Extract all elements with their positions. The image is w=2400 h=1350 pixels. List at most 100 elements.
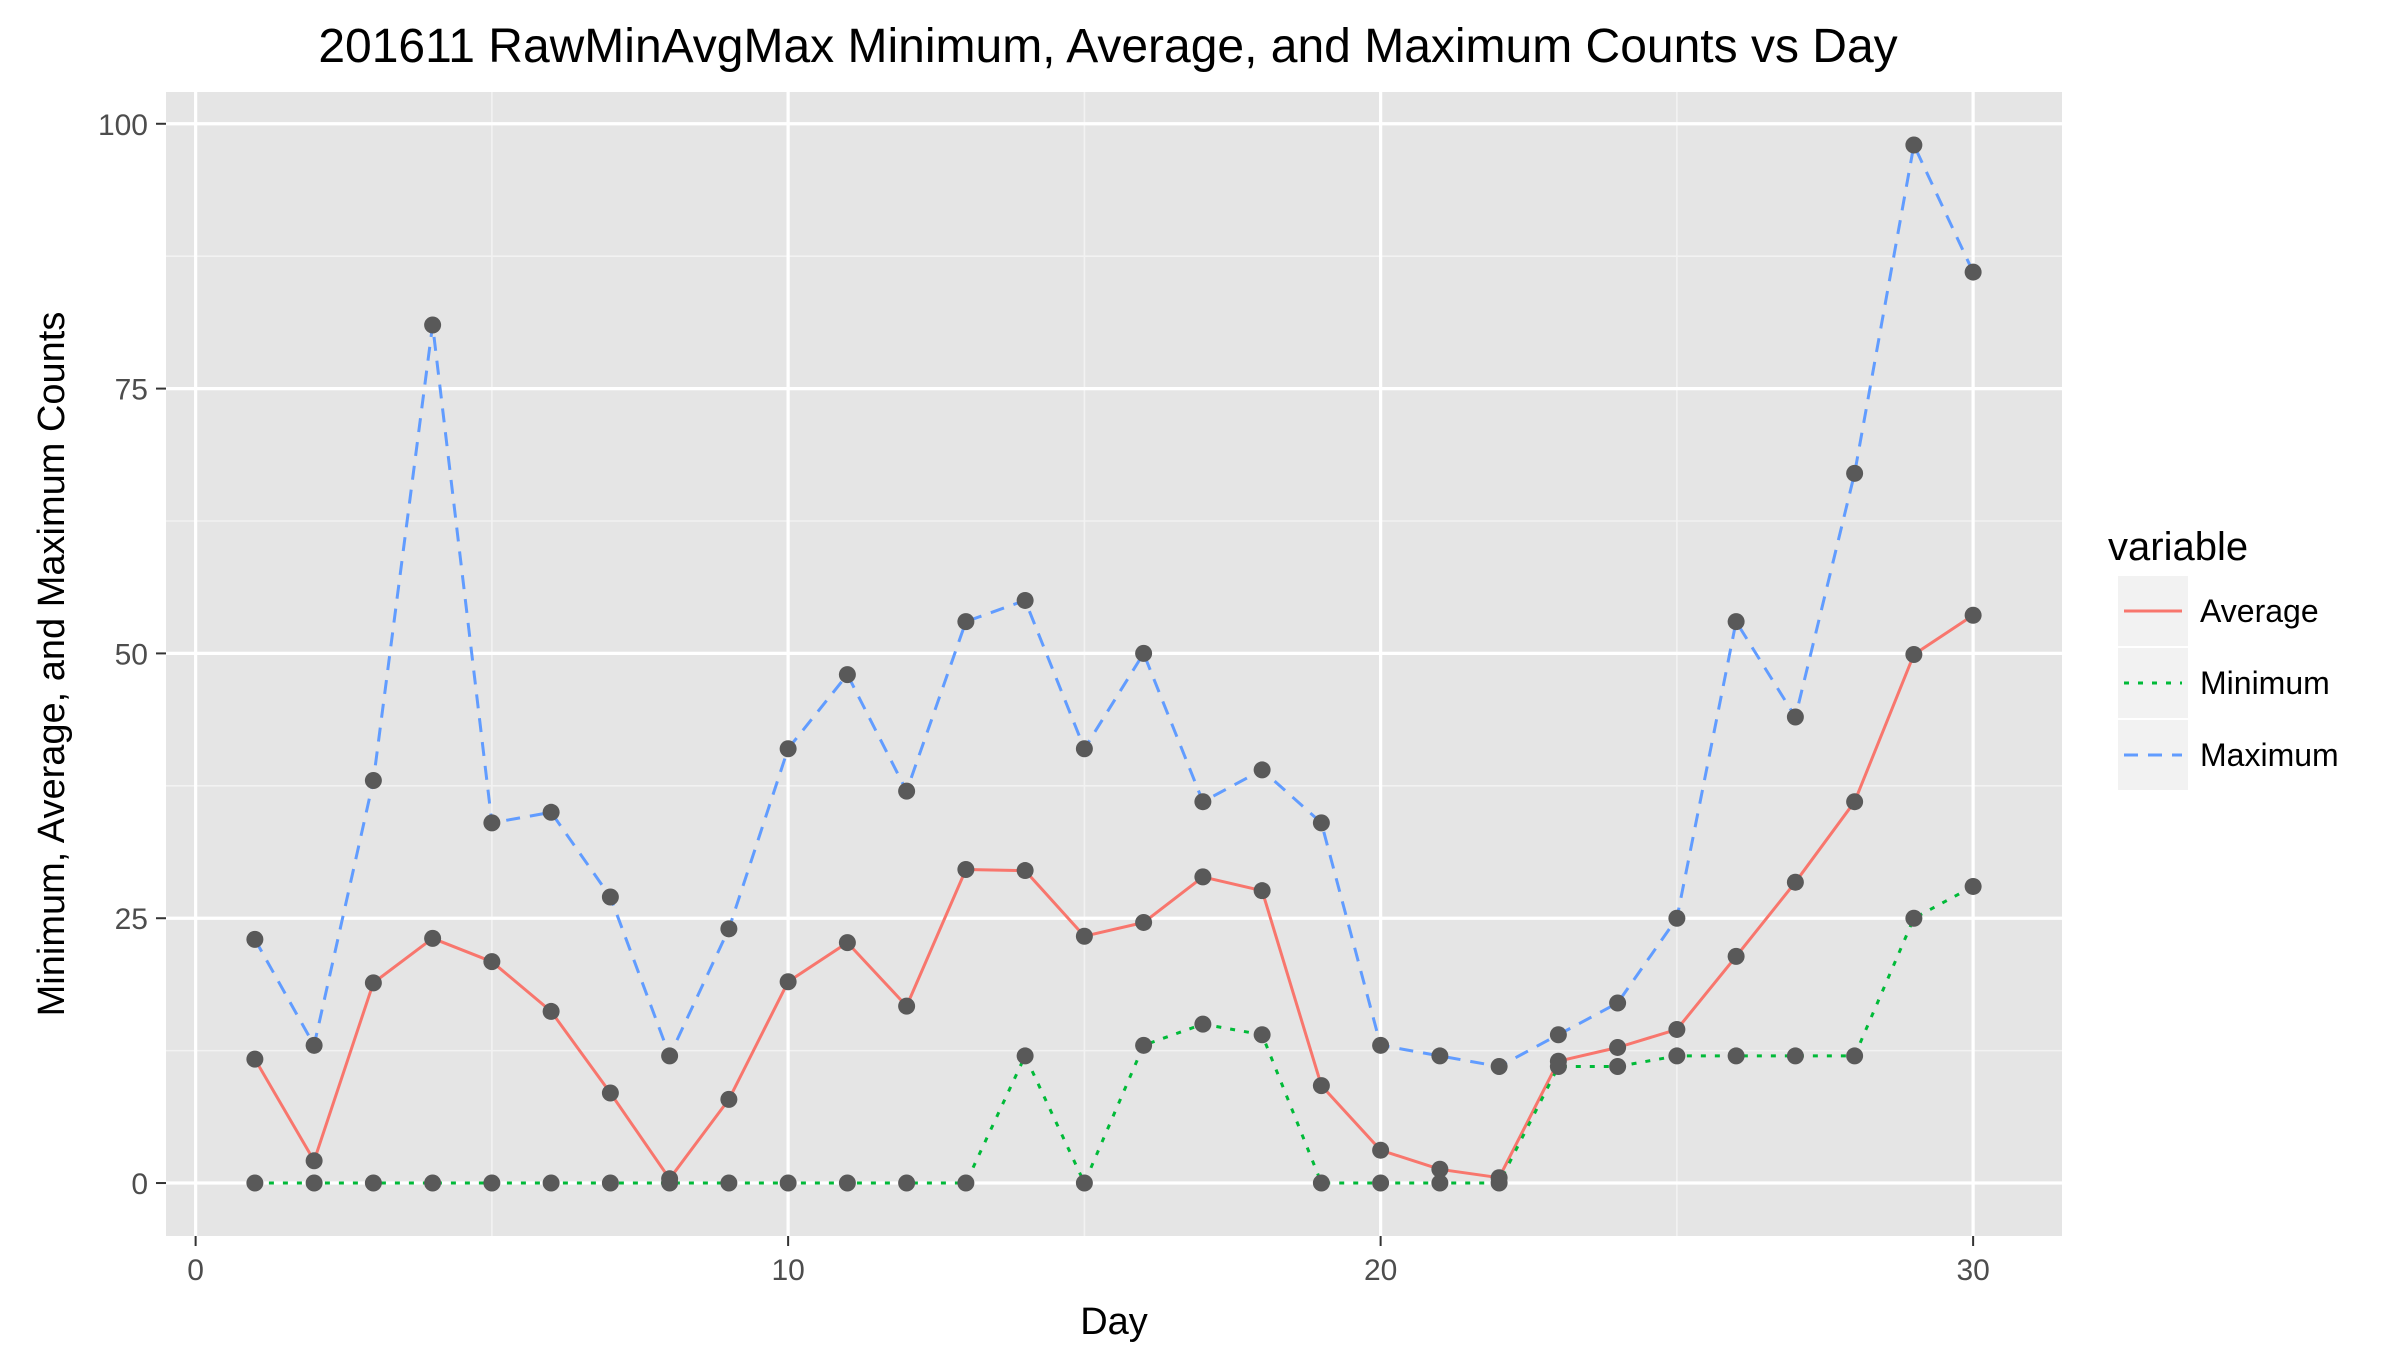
data-point-maximum: [1549, 1026, 1567, 1044]
data-point-maximum: [1431, 1047, 1449, 1065]
data-point-minimum: [1135, 1036, 1153, 1054]
data-point-minimum: [1372, 1174, 1390, 1192]
data-point-minimum: [661, 1174, 679, 1192]
data-point-maximum: [364, 772, 382, 790]
x-axis-title: Day: [1080, 1301, 1148, 1343]
data-point-minimum: [542, 1174, 560, 1192]
data-point-minimum: [1431, 1174, 1449, 1192]
plot-panel: [166, 92, 2062, 1236]
data-point-average: [1372, 1141, 1390, 1159]
data-point-maximum: [483, 814, 501, 832]
data-point-minimum: [483, 1174, 501, 1192]
y-axis-title: Minimum, Average, and Maximum Counts: [31, 312, 73, 1017]
data-point-average: [957, 860, 975, 878]
data-point-maximum: [957, 613, 975, 631]
legend-label-minimum: Minimum: [2200, 665, 2330, 701]
data-point-maximum: [1253, 761, 1271, 779]
data-point-average: [1727, 947, 1745, 965]
x-tick-label: 10: [771, 1254, 804, 1287]
data-point-minimum: [779, 1174, 797, 1192]
series-line-maximum: [253, 143, 1975, 1068]
data-point-minimum: [601, 1174, 619, 1192]
data-point-minimum: [1312, 1174, 1330, 1192]
data-point-average: [1668, 1020, 1686, 1038]
data-point-minimum: [305, 1174, 323, 1192]
data-point-average: [483, 953, 501, 971]
data-point-average: [542, 1002, 560, 1020]
legend: variable Average Minimum Maximum: [2108, 525, 2339, 790]
data-point-average: [305, 1152, 323, 1170]
data-point-maximum: [898, 782, 916, 800]
data-point-maximum: [1372, 1036, 1390, 1054]
y-tick-label: 50: [115, 638, 148, 671]
data-point-maximum: [424, 316, 442, 334]
chart-title: 201611 RawMinAvgMax Minimum, Average, an…: [318, 20, 1897, 73]
data-point-minimum: [1668, 1047, 1686, 1065]
data-point-average: [1431, 1160, 1449, 1178]
data-point-maximum: [1964, 263, 1982, 281]
data-point-minimum: [1194, 1015, 1212, 1033]
data-point-maximum: [1846, 464, 1864, 482]
data-point-minimum: [1905, 909, 1923, 927]
y-tick-label: 100: [98, 109, 148, 142]
data-point-minimum: [1964, 877, 1982, 895]
minor-gridlines: [166, 92, 2062, 1236]
data-point-average: [1312, 1077, 1330, 1095]
y-tick-label: 0: [131, 1168, 148, 1201]
data-point-average: [246, 1050, 264, 1068]
series-line-minimum: [254, 885, 1974, 1185]
data-point-average: [1135, 913, 1153, 931]
data-points: [246, 136, 1982, 1192]
data-point-average: [720, 1090, 738, 1108]
data-point-maximum: [1490, 1058, 1508, 1076]
x-tick-label: 30: [1956, 1254, 1989, 1287]
data-point-minimum: [1253, 1026, 1271, 1044]
data-point-average: [898, 997, 916, 1015]
data-point-minimum: [957, 1174, 975, 1192]
data-point-minimum: [1490, 1174, 1508, 1192]
data-point-minimum: [1075, 1174, 1093, 1192]
data-point-maximum: [1075, 740, 1093, 758]
y-axis: 0 25 50 75 100: [98, 109, 166, 1201]
series-line-average: [253, 614, 1974, 1181]
data-point-maximum: [305, 1036, 323, 1054]
data-point-average: [424, 929, 442, 947]
x-tick-label: 0: [187, 1254, 204, 1287]
data-point-maximum: [601, 888, 619, 906]
data-point-average: [838, 934, 856, 952]
data-point-average: [1786, 873, 1804, 891]
legend-title: variable: [2108, 525, 2248, 569]
data-point-maximum: [1727, 613, 1745, 631]
legend-label-average: Average: [2200, 593, 2319, 629]
data-point-minimum: [1016, 1047, 1034, 1065]
data-point-maximum: [1609, 994, 1627, 1012]
data-point-minimum: [1609, 1058, 1627, 1076]
data-point-maximum: [661, 1047, 679, 1065]
data-point-average: [364, 974, 382, 992]
legend-label-maximum: Maximum: [2200, 737, 2339, 773]
data-point-maximum: [1786, 708, 1804, 726]
data-point-average: [1194, 868, 1212, 886]
data-point-maximum: [779, 740, 797, 758]
data-point-average: [1016, 862, 1034, 880]
data-point-maximum: [1135, 644, 1153, 662]
x-tick-label: 20: [1364, 1254, 1397, 1287]
data-point-maximum: [542, 803, 560, 821]
data-point-average: [1609, 1038, 1627, 1056]
x-axis: 0 10 20 30: [187, 1236, 1990, 1287]
data-point-minimum: [1727, 1047, 1745, 1065]
data-point-average: [1253, 882, 1271, 900]
data-point-maximum: [246, 930, 264, 948]
data-point-maximum: [1312, 814, 1330, 832]
series-lines: [253, 143, 1975, 1185]
data-point-average: [1905, 645, 1923, 663]
data-point-maximum: [720, 920, 738, 938]
data-point-maximum: [1016, 591, 1034, 609]
data-point-minimum: [246, 1174, 264, 1192]
data-point-minimum: [364, 1174, 382, 1192]
data-point-minimum: [720, 1174, 738, 1192]
data-point-average: [1846, 793, 1864, 811]
data-point-average: [1964, 606, 1982, 624]
data-point-minimum: [838, 1174, 856, 1192]
